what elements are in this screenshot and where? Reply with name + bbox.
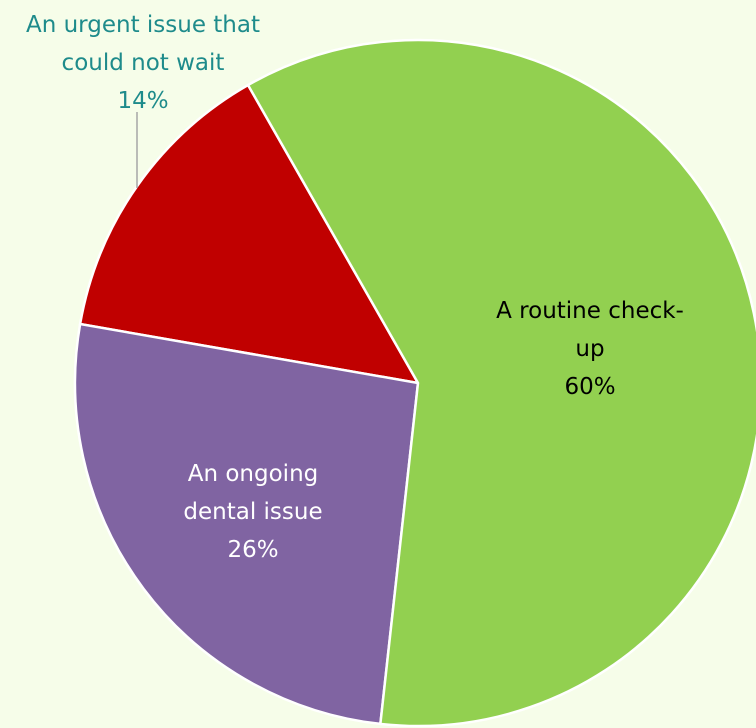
pie-slice: [246, 38, 756, 728]
slice-label: An ongoing dental issue 26%: [158, 455, 348, 569]
category-label: An urgent issue that could not wait: [25, 12, 260, 76]
value-label: 60%: [564, 374, 616, 400]
value-label: 14%: [117, 88, 169, 114]
value-label: 26%: [227, 537, 279, 563]
slice-label: An urgent issue that could not wait 14%: [0, 6, 288, 120]
pie-slice: [73, 322, 420, 726]
category-label: A routine check-up: [496, 298, 684, 362]
category-label: An ongoing dental issue: [183, 461, 323, 525]
slice-label: A routine check-up 60%: [495, 292, 685, 406]
